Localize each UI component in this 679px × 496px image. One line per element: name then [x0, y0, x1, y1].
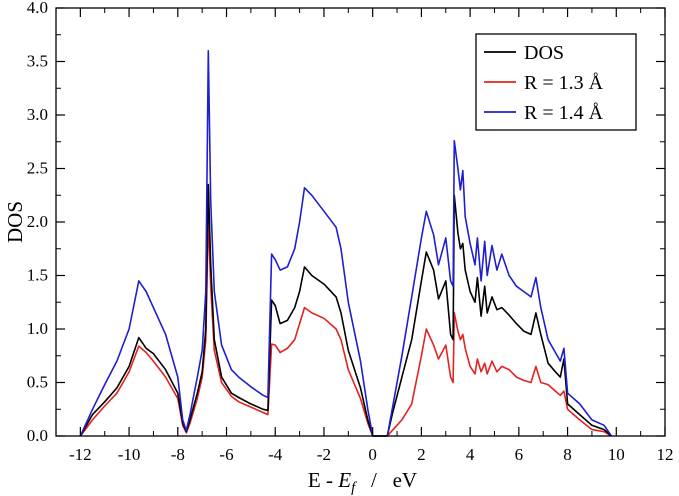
x-tick-label: 2	[417, 445, 426, 464]
x-tick-label: -4	[268, 445, 283, 464]
y-tick-label: 4.0	[27, 0, 48, 17]
y-tick-label: 1.0	[27, 319, 48, 338]
y-tick-label: 2.5	[27, 159, 48, 178]
x-tick-label: 0	[368, 445, 377, 464]
x-tick-label: -8	[171, 445, 185, 464]
y-tick-label: 0.0	[27, 426, 48, 445]
y-tick-label: 2.0	[27, 212, 48, 231]
x-axis-title-subscript: f	[351, 480, 357, 496]
y-tick-label: 3.5	[27, 52, 48, 71]
legend-label-0: DOS	[524, 42, 564, 64]
x-tick-label: -2	[317, 445, 331, 464]
legend-items: DOS R = 1.3 Å R = 1.4 Å	[484, 42, 604, 124]
series-line-0	[79, 183, 612, 437]
x-axis-ticks: -12 -10 -8 -6 -4 -2 0 2 4 6 8 10 12	[55, 8, 674, 464]
x-tick-label: -12	[69, 445, 92, 464]
x-axis-title-symbol: E	[337, 468, 351, 492]
y-axis-ticks: 0.0 0.5 1.0 1.5 2.0 2.5 3.0 3.5 4.0	[27, 0, 665, 445]
x-tick-label: 6	[515, 445, 524, 464]
x-tick-label: 12	[657, 445, 674, 464]
x-axis-title: E - Ef / eV	[308, 468, 417, 496]
x-tick-label: -6	[219, 445, 233, 464]
x-tick-label: 4	[466, 445, 475, 464]
x-axis-title-unit: / eV	[355, 468, 417, 492]
legend-label-2: R = 1.4 Å	[524, 102, 604, 124]
y-tick-label: 3.0	[27, 105, 48, 124]
legend: DOS R = 1.3 Å R = 1.4 Å	[475, 33, 637, 131]
y-tick-label: 0.5	[27, 373, 48, 392]
x-tick-label: -10	[118, 445, 141, 464]
y-axis-title: DOS	[3, 201, 27, 243]
x-tick-label: 10	[608, 445, 625, 464]
series-line-1	[79, 215, 612, 437]
legend-label-1: R = 1.3 Å	[524, 72, 604, 94]
x-tick-label: 8	[563, 445, 572, 464]
y-tick-label: 1.5	[27, 266, 48, 285]
x-axis-title-prefix: E -	[308, 468, 338, 492]
